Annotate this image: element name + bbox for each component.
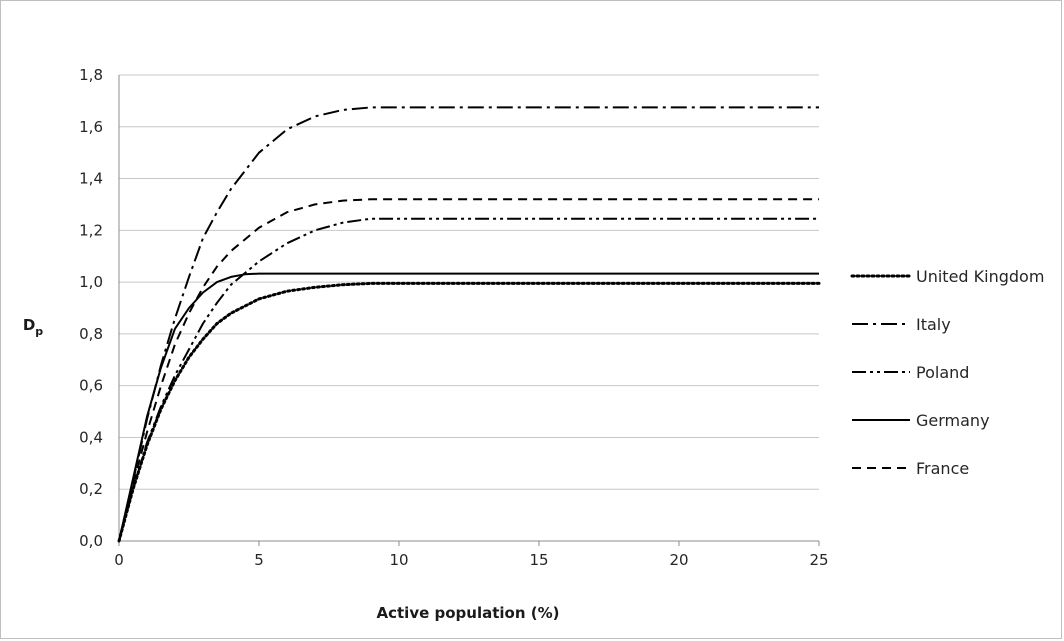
legend-entry: United Kingdom <box>850 267 1044 286</box>
x-tick-label: 25 <box>809 551 828 569</box>
y-tick-label: 1,6 <box>79 118 103 136</box>
legend: United Kingdom Italy Poland Germany France <box>850 267 1044 478</box>
legend-entry: Germany <box>852 411 990 430</box>
legend-label: Poland <box>916 363 969 382</box>
series-line-france <box>118 198 819 542</box>
y-tick-label: 0,2 <box>79 480 103 498</box>
legend-label: Italy <box>916 315 951 334</box>
axes <box>118 75 820 546</box>
legend-entry: France <box>852 459 969 478</box>
y-axis-title: Dp <box>23 316 43 338</box>
x-tick-label: 20 <box>669 551 688 569</box>
gridlines <box>119 74 819 490</box>
x-tick-label: 5 <box>254 551 264 569</box>
y-tick-label: 0,8 <box>79 325 103 343</box>
y-axis-title-subscript: p <box>35 325 43 338</box>
series-lines <box>117 106 821 543</box>
series-line-italy <box>118 106 819 542</box>
y-tick-label: 1,4 <box>79 170 103 188</box>
y-tick-label: 1,2 <box>79 221 103 239</box>
y-axis-title-main: D <box>23 316 35 334</box>
y-tick-labels: 0,0 0,2 0,4 0,6 0,8 1,0 1,2 1,4 1,6 1,8 <box>79 66 103 550</box>
x-tick-labels: 0 5 10 15 20 25 <box>114 551 828 569</box>
y-tick-label: 1,0 <box>79 273 103 291</box>
legend-entry: Italy <box>852 315 951 334</box>
y-tick-label: 0,0 <box>79 532 103 550</box>
y-tick-label: 0,4 <box>79 428 103 446</box>
y-tick-label: 0,6 <box>79 377 103 395</box>
legend-entry: Poland <box>852 363 969 382</box>
series-line-poland <box>118 217 819 542</box>
legend-label: Germany <box>916 411 990 430</box>
x-tick-label: 0 <box>114 551 124 569</box>
y-tick-label: 1,8 <box>79 66 103 84</box>
x-axis-title: Active population (%) <box>377 604 560 622</box>
legend-label: France <box>916 459 969 478</box>
legend-label: United Kingdom <box>916 267 1044 286</box>
series-line-united-kingdom <box>117 281 821 543</box>
x-tick-label: 15 <box>529 551 548 569</box>
series-line-germany <box>118 272 819 542</box>
x-tick-label: 10 <box>389 551 408 569</box>
